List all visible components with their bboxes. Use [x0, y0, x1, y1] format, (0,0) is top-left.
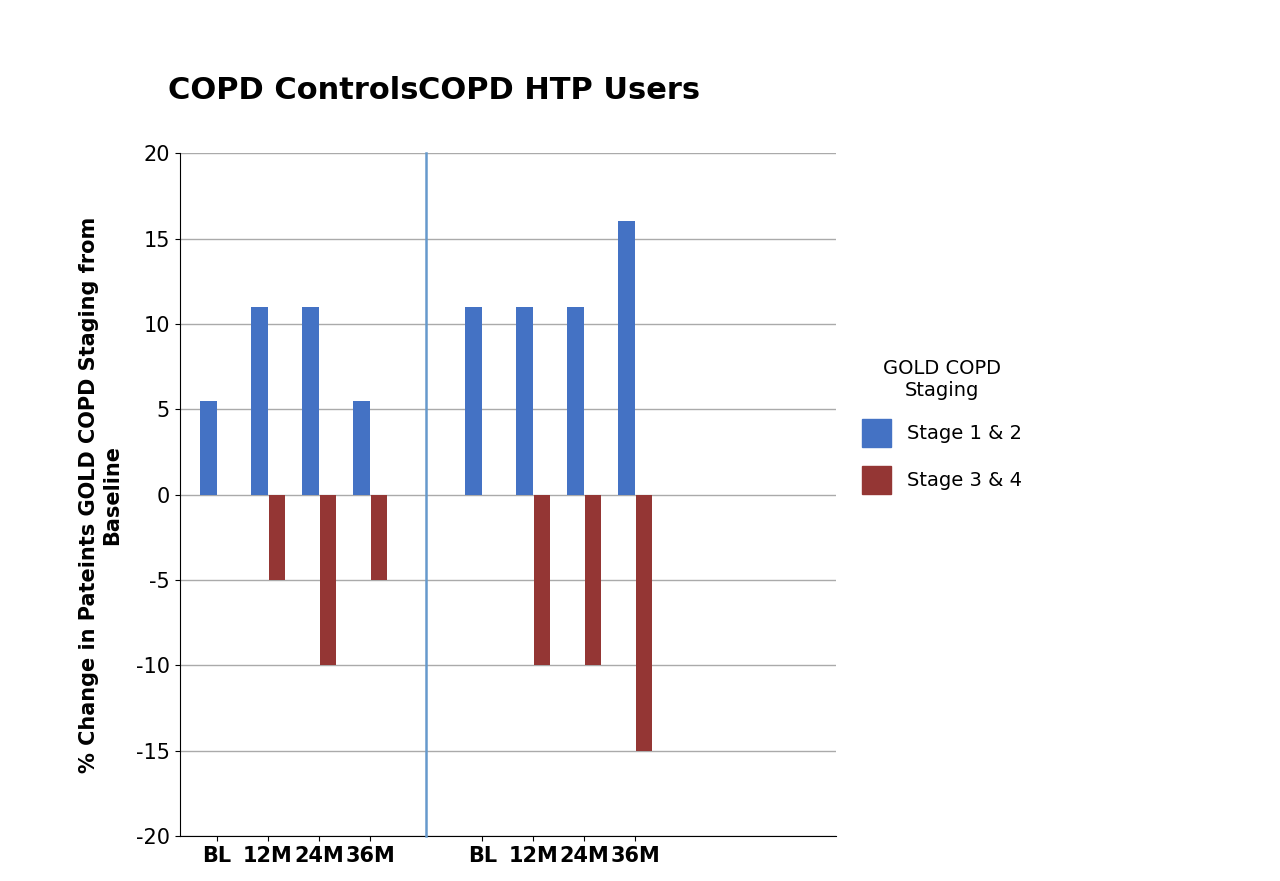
Bar [567, 307, 584, 495]
Bar [636, 495, 652, 751]
Bar [302, 307, 319, 495]
Bar [320, 495, 335, 665]
Bar [269, 495, 285, 580]
Bar [618, 221, 635, 495]
Y-axis label: % Change in Pateints GOLD COPD Staging from
Baseline: % Change in Pateints GOLD COPD Staging f… [79, 217, 122, 773]
Bar [200, 401, 216, 495]
Bar [466, 307, 481, 495]
Bar [371, 495, 387, 580]
Bar [585, 495, 602, 665]
Bar [353, 401, 370, 495]
Bar [251, 307, 268, 495]
Bar [534, 495, 550, 665]
Text: COPD HTP Users: COPD HTP Users [417, 77, 700, 106]
Legend: Stage 1 & 2, Stage 3 & 4: Stage 1 & 2, Stage 3 & 4 [852, 349, 1032, 504]
Bar [516, 307, 532, 495]
Text: COPD Controls: COPD Controls [168, 77, 419, 106]
